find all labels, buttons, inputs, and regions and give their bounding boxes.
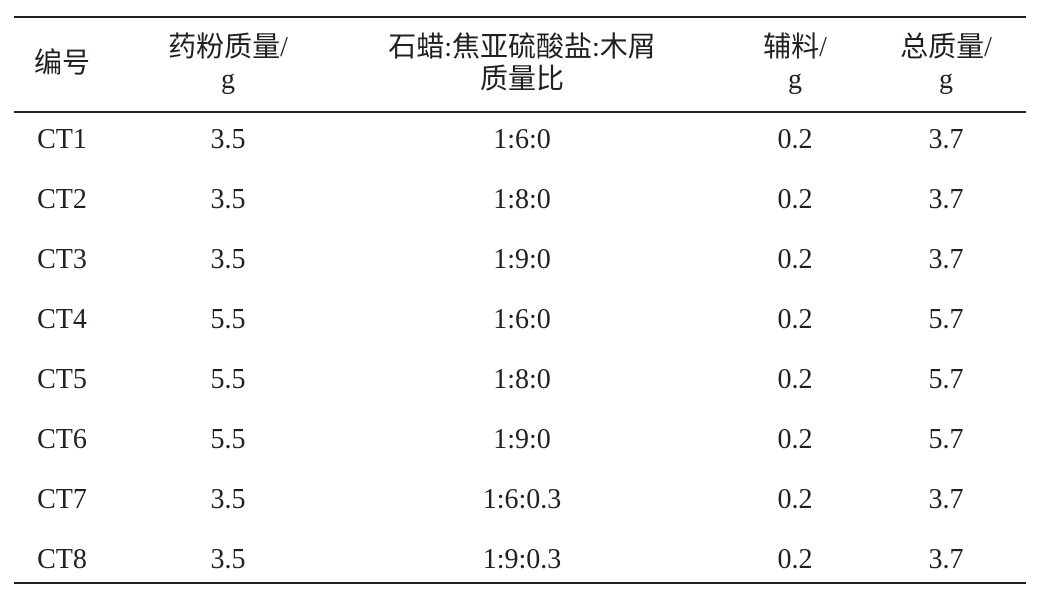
table-cell: 5.7 (928, 304, 964, 335)
table-cell: 5.5 (210, 304, 246, 335)
table-cell: 1:6:0 (493, 304, 551, 335)
table-cell: CT3 (37, 244, 87, 275)
header-text: g (939, 64, 953, 95)
header-text: 石蜡:焦亚硫酸盐:木屑 (388, 32, 656, 63)
table-cell: CT8 (37, 544, 87, 575)
table-cell: 0.2 (777, 304, 813, 335)
header-cell: 编号 (34, 48, 90, 80)
table-cell: 5.7 (928, 364, 964, 395)
table-cell: 1:8:0 (493, 184, 551, 215)
table-cell: CT7 (37, 484, 87, 515)
header-text: 质量比 (479, 64, 564, 95)
table-cell: 3.5 (210, 244, 246, 275)
table-cell: 5.5 (210, 424, 246, 455)
table-cell: 3.7 (928, 124, 964, 155)
header-text: 编号 (33, 48, 91, 79)
table-cell: 3.5 (210, 544, 246, 575)
header-text: 辅料/ (763, 32, 827, 63)
table-cell: 1:9:0 (493, 244, 551, 275)
table-cell: 1:9:0 (493, 424, 551, 455)
header-cell: 总质量/g (900, 32, 992, 96)
bottom-rule (14, 582, 1026, 584)
table-cell: 5.7 (928, 424, 964, 455)
top-rule (14, 16, 1026, 18)
header-text: g (221, 64, 235, 95)
table-cell: 0.2 (777, 484, 813, 515)
header-text: 药粉质量/ (168, 32, 288, 63)
table-cell: 3.5 (210, 124, 246, 155)
table-cell: CT2 (37, 184, 87, 215)
table-cell: 0.2 (777, 184, 813, 215)
table-cell: 3.5 (210, 184, 246, 215)
table-cell: 5.5 (210, 364, 246, 395)
table-cell: 0.2 (777, 424, 813, 455)
table-cell: 3.7 (928, 544, 964, 575)
table-cell: 3.7 (928, 184, 964, 215)
table-cell: 0.2 (777, 124, 813, 155)
header-cell: 药粉质量/g (168, 32, 288, 96)
table-cell: 0.2 (777, 544, 813, 575)
table-cell: CT1 (37, 124, 87, 155)
header-cell: 石蜡:焦亚硫酸盐:木屑 质量比 (388, 32, 656, 96)
table-cell: 0.2 (777, 244, 813, 275)
table-cell: 1:8:0 (493, 364, 551, 395)
header-text: 总质量/ (900, 32, 992, 63)
table-cell: 3.5 (210, 484, 246, 515)
table-cell: CT5 (37, 364, 87, 395)
table-cell: 0.2 (777, 364, 813, 395)
table-cell: 3.7 (928, 244, 964, 275)
table-cell: 1:6:0 (493, 124, 551, 155)
header-rule (14, 111, 1026, 113)
table-cell: 1:6:0.3 (482, 484, 562, 515)
table-cell: 3.7 (928, 484, 964, 515)
table-cell: CT4 (37, 304, 87, 335)
header-cell: 辅料/g (763, 32, 827, 96)
table-cell: 1:9:0.3 (482, 544, 562, 575)
header-text: g (788, 64, 802, 95)
table-cell: CT6 (37, 424, 87, 455)
